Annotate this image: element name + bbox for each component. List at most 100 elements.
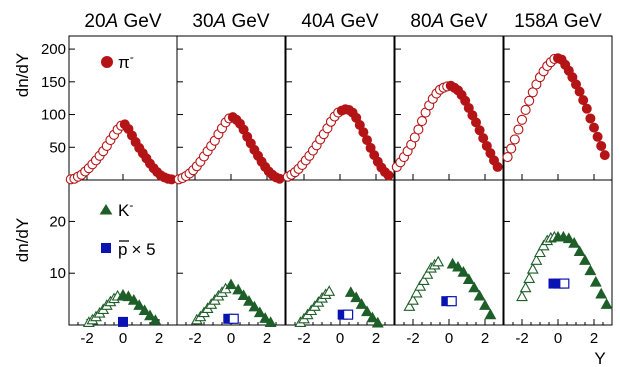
K-minus-point bbox=[253, 306, 266, 318]
energy-gev: GeV bbox=[226, 11, 270, 32]
K-minus-reflected-point bbox=[410, 286, 423, 298]
x-tick-label: -2 bbox=[297, 330, 310, 347]
K-minus-point bbox=[264, 316, 277, 327]
K-minus-point bbox=[371, 316, 384, 328]
pi-minus-point bbox=[589, 122, 599, 133]
pi-minus-point bbox=[585, 113, 596, 124]
energy-number: 30 bbox=[192, 11, 213, 32]
pi-minus-reflected-point bbox=[509, 134, 520, 145]
K-minus-point bbox=[573, 245, 586, 257]
K-minus-reflected-point bbox=[530, 254, 543, 265]
energy-unit: A bbox=[105, 11, 119, 32]
bottom-y-axis-label: dn/dY bbox=[13, 218, 32, 262]
K-minus-reflected-point bbox=[537, 239, 550, 251]
energy-title: 158A GeV bbox=[514, 11, 602, 32]
K-minus-reflected-point bbox=[407, 294, 419, 305]
K-minus-point bbox=[344, 286, 357, 297]
K-minus-point bbox=[473, 289, 486, 301]
top-y-axis-label: dn/dY bbox=[13, 53, 32, 97]
bottom-panel-frame bbox=[503, 179, 613, 326]
antiproton-reflected-point bbox=[446, 296, 457, 307]
K-minus-point bbox=[361, 305, 373, 317]
energy-gev: GeV bbox=[559, 11, 603, 32]
energy-gev: GeV bbox=[335, 11, 379, 32]
K-minus-point bbox=[589, 275, 602, 287]
K-minus-point bbox=[584, 264, 597, 276]
antiproton-reflected-point bbox=[343, 309, 354, 320]
K-minus-reflected-point bbox=[526, 262, 539, 274]
x-tick-label: 2 bbox=[155, 330, 163, 347]
K-minus-point bbox=[149, 314, 162, 325]
antiproton-reflected-point bbox=[228, 313, 239, 324]
energy-title: 20A GeV bbox=[84, 11, 161, 32]
pi-minus-reflected-point bbox=[416, 116, 428, 127]
energy-gev: GeV bbox=[118, 11, 162, 32]
K-minus-point bbox=[452, 260, 464, 272]
K-minus-reflected-point bbox=[523, 272, 536, 283]
x-tick-label: 2 bbox=[590, 330, 598, 347]
K-minus-reflected-point bbox=[516, 290, 528, 302]
energy-number: 40 bbox=[301, 11, 322, 32]
x-tick-label: 0 bbox=[554, 330, 562, 347]
legend-pi-label: π- bbox=[118, 50, 134, 72]
K-minus-point bbox=[350, 291, 363, 303]
K-minus-point bbox=[243, 295, 255, 306]
K-minus-point bbox=[232, 283, 245, 295]
pi-minus-point bbox=[383, 170, 394, 181]
x-tick-label: -2 bbox=[515, 330, 528, 347]
K-minus-reflected-point bbox=[323, 285, 336, 296]
top-panel-frame bbox=[176, 35, 286, 181]
bottom-panel-frame bbox=[176, 179, 286, 326]
energy-title: 80A GeV bbox=[410, 11, 487, 32]
energy-unit: A bbox=[545, 11, 559, 32]
energy-number: 80 bbox=[410, 11, 431, 32]
x-tick-label: 0 bbox=[119, 330, 127, 347]
K-minus-reflected-point bbox=[534, 246, 546, 258]
bottom-y-tick-label: 10 bbox=[49, 265, 66, 282]
K-minus-point bbox=[600, 298, 613, 309]
K-minus-point bbox=[562, 232, 575, 244]
top-y-tick-label: 200 bbox=[41, 41, 66, 58]
K-minus-point bbox=[127, 294, 140, 305]
pi-minus-point bbox=[592, 131, 603, 142]
energy-title: 40A GeV bbox=[301, 11, 378, 32]
legend-K-marker bbox=[99, 204, 113, 215]
x-axis-label: Y bbox=[594, 349, 605, 367]
K-minus-point bbox=[237, 289, 250, 301]
x-tick-label: 2 bbox=[481, 330, 489, 347]
K-minus-reflected-point bbox=[403, 300, 416, 311]
energy-unit: A bbox=[431, 11, 445, 32]
antiproton-reflected-point bbox=[559, 278, 570, 289]
legend-pbar-label: p × 5 bbox=[118, 240, 156, 259]
top-panel-frame bbox=[394, 35, 504, 181]
antiproton-point bbox=[118, 316, 128, 327]
x-tick-label: -2 bbox=[188, 330, 201, 347]
pi-minus-reflected-point bbox=[502, 152, 513, 163]
top-y-tick-label: 50 bbox=[49, 139, 66, 156]
K-minus-reflected-point bbox=[414, 280, 427, 291]
legend-pbar-scale: × 5 bbox=[131, 240, 155, 259]
legend-pbar-marker bbox=[101, 243, 111, 253]
pi-minus-point bbox=[492, 161, 503, 172]
energy-unit: A bbox=[322, 11, 336, 32]
K-minus-reflected-point bbox=[519, 281, 532, 293]
pi-minus-reflected-point bbox=[413, 124, 424, 135]
x-tick-label: 0 bbox=[445, 330, 453, 347]
K-minus-reflected-point bbox=[421, 268, 434, 279]
K-minus-point bbox=[122, 290, 135, 302]
K-minus-point bbox=[259, 312, 272, 323]
energy-number: 158 bbox=[514, 11, 546, 32]
pi-minus-reflected-point bbox=[506, 143, 517, 154]
pi-minus-reflected-point bbox=[524, 95, 535, 106]
pi-minus-reflected-point bbox=[516, 114, 528, 125]
K-minus-point bbox=[446, 257, 459, 269]
x-tick-label: -2 bbox=[406, 330, 419, 347]
K-minus-point bbox=[568, 237, 581, 248]
pi-minus-reflected-point bbox=[520, 104, 531, 116]
K-minus-point bbox=[138, 304, 151, 316]
K-minus-point bbox=[133, 299, 146, 310]
x-tick-label: 0 bbox=[227, 330, 235, 347]
legend-K-label: K- bbox=[118, 198, 133, 220]
energy-number: 20 bbox=[84, 11, 105, 32]
